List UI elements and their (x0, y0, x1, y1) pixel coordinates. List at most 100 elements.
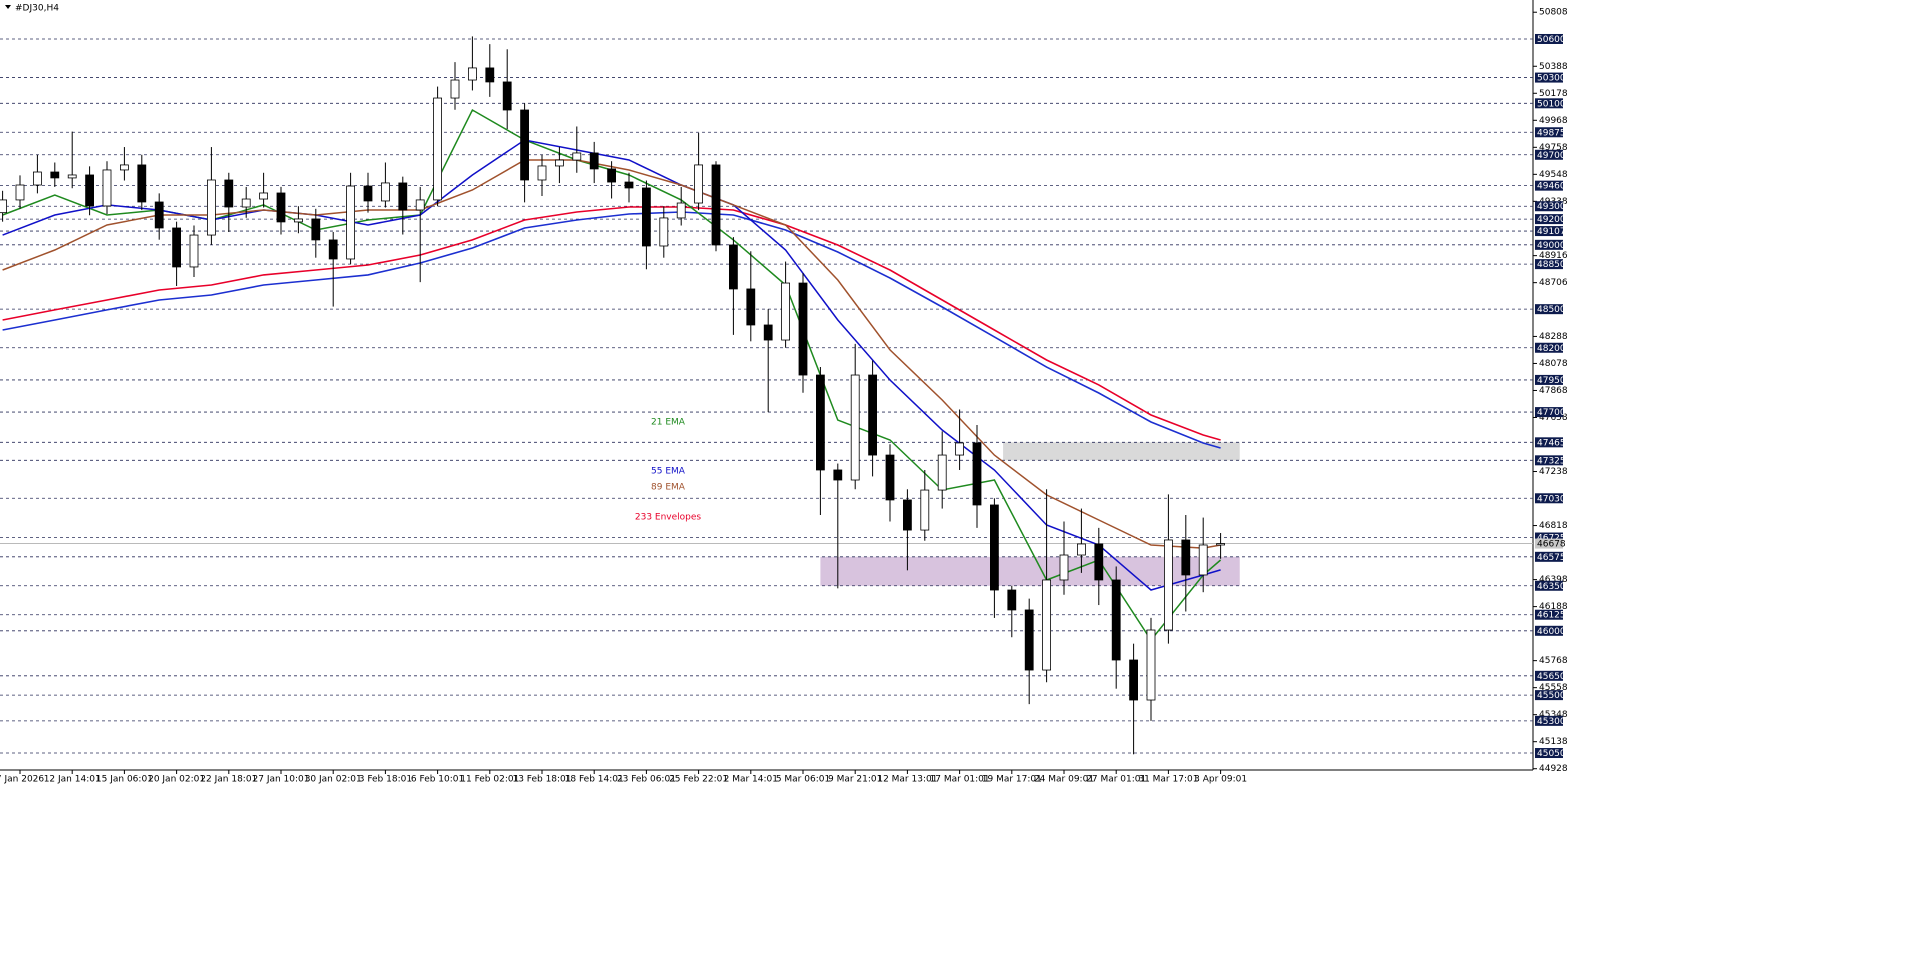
y-tick-label: 48916 (1539, 251, 1568, 261)
candle-body (276, 192, 286, 223)
level-label: 46725 (1537, 534, 1566, 544)
candle-body (1181, 539, 1191, 576)
level-label: 47700 (1537, 408, 1566, 418)
candle-body (955, 442, 964, 456)
x-tick-label: 18 Feb 14:01 (565, 775, 624, 785)
level-label: 48850 (1537, 260, 1566, 270)
x-tick-label: 17 Mar 01:01 (930, 775, 990, 785)
level-label: 49300 (1537, 202, 1566, 212)
level-label: 49000 (1537, 241, 1566, 251)
candle-body (711, 164, 721, 246)
y-tick-label: 47238 (1539, 467, 1568, 477)
candle-body (380, 182, 390, 202)
candle-body (346, 185, 356, 260)
level-label-box (1535, 304, 1563, 315)
y-tick-label: 47868 (1539, 386, 1568, 396)
y-tick-label: 49968 (1539, 116, 1568, 126)
y-tick-label: 47658 (1539, 413, 1568, 423)
level-label: 50100 (1537, 99, 1566, 109)
x-tick-label: 7 Jan 2026 (0, 775, 44, 785)
level-label-box (1535, 532, 1563, 543)
candle-body (67, 174, 77, 179)
candle-body (328, 239, 338, 260)
candle-body (224, 179, 234, 208)
candle-body (485, 67, 495, 83)
level-label-box (1535, 374, 1563, 385)
envelope-lower (2, 211, 1221, 449)
candle-body (694, 164, 703, 204)
y-tick-label: 50178 (1539, 89, 1568, 99)
level-label: 49460 (1537, 182, 1566, 192)
level-label-box (1535, 226, 1563, 237)
level-label-box (1535, 214, 1563, 225)
level-label-box (1535, 715, 1563, 726)
candle-body (206, 179, 216, 236)
candle-body (520, 109, 529, 181)
candle-body (642, 187, 651, 247)
y-tick-label: 50808 (1539, 8, 1568, 18)
candle-body (903, 499, 912, 531)
current-price-box (1535, 538, 1563, 549)
candle-body (398, 182, 408, 211)
x-tick-label: 23 Feb 06:01 (617, 775, 676, 785)
level-label: 47950 (1537, 376, 1566, 386)
y-tick-label: 44928 (1539, 764, 1568, 774)
candle-body (172, 227, 182, 268)
candle-body (781, 282, 790, 341)
candle-body (293, 218, 303, 223)
x-tick-label: 19 Mar 17:01 (982, 775, 1042, 785)
envelope-upper (2, 206, 1221, 441)
x-tick-label: 27 Mar 01:01 (1086, 775, 1146, 785)
level-label-box (1535, 180, 1563, 191)
level-label-box (1535, 609, 1563, 620)
level-label-box (1535, 72, 1563, 83)
candle-body (763, 324, 773, 341)
candle-body (607, 168, 616, 183)
candle-body (868, 374, 877, 456)
candle-body (259, 192, 269, 200)
candle-body (1007, 589, 1017, 611)
level-label: 49107 (1537, 227, 1566, 237)
current-price-label: 46678 (1537, 540, 1566, 550)
level-label-box (1535, 201, 1563, 212)
level-label-box (1535, 33, 1563, 44)
line-annotation: 21 EMA (651, 418, 686, 428)
candle-body (189, 234, 199, 268)
level-label-box (1535, 551, 1563, 562)
candle-body (676, 202, 686, 219)
y-tick-label: 46188 (1539, 602, 1568, 612)
level-label: 45050 (1537, 749, 1566, 759)
candle-body (154, 201, 164, 229)
y-tick-label: 50388 (1539, 62, 1568, 72)
candle-body (972, 442, 982, 506)
level-label-box (1535, 670, 1563, 681)
candle-body (1094, 543, 1104, 581)
line-annotation: 89 EMA (651, 483, 686, 493)
candle-body (850, 374, 860, 481)
candle-body (937, 454, 947, 491)
candle-body (816, 374, 825, 471)
level-label: 49875 (1537, 128, 1566, 138)
candle-body (1129, 659, 1138, 701)
y-tick-label: 45558 (1539, 683, 1568, 693)
candle-body (241, 198, 251, 208)
level-label: 46125 (1537, 611, 1566, 621)
y-tick-label: 48706 (1539, 278, 1568, 288)
candle-body (920, 489, 930, 531)
zone (1003, 442, 1240, 461)
level-label: 48500 (1537, 305, 1566, 315)
y-tick-label: 49548 (1539, 170, 1568, 180)
candle-body (659, 217, 669, 247)
level-label: 45500 (1537, 691, 1566, 701)
level-label: 50300 (1537, 74, 1566, 84)
candle-body (50, 171, 60, 179)
y-tick-label: 45768 (1539, 656, 1568, 666)
level-label: 45650 (1537, 672, 1566, 682)
candle-body (85, 174, 94, 207)
candle-body (102, 169, 112, 207)
candle-body (137, 164, 147, 203)
candle-body (311, 218, 321, 241)
x-tick-label: 25 Feb 22:01 (669, 775, 728, 785)
